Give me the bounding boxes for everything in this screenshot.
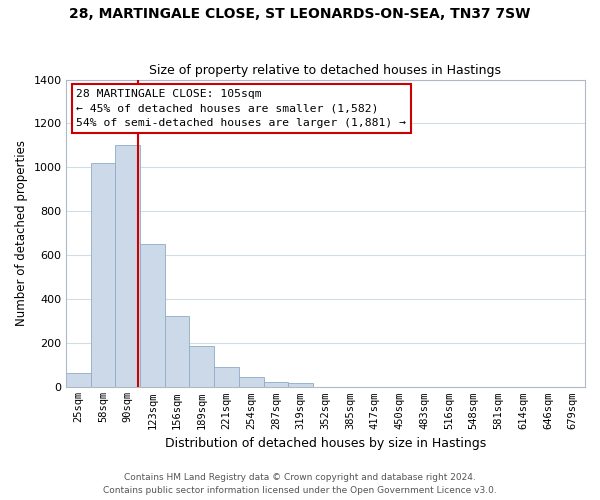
Text: 28 MARTINGALE CLOSE: 105sqm
← 45% of detached houses are smaller (1,582)
54% of : 28 MARTINGALE CLOSE: 105sqm ← 45% of det… bbox=[76, 89, 406, 128]
Bar bbox=[91, 163, 115, 387]
Bar bbox=[289, 382, 313, 387]
Text: Contains HM Land Registry data © Crown copyright and database right 2024.
Contai: Contains HM Land Registry data © Crown c… bbox=[103, 474, 497, 495]
Bar bbox=[66, 372, 91, 387]
Y-axis label: Number of detached properties: Number of detached properties bbox=[15, 140, 28, 326]
Bar bbox=[140, 244, 165, 387]
Bar bbox=[165, 316, 190, 387]
Bar bbox=[214, 367, 239, 387]
Text: 28, MARTINGALE CLOSE, ST LEONARDS-ON-SEA, TN37 7SW: 28, MARTINGALE CLOSE, ST LEONARDS-ON-SEA… bbox=[70, 8, 530, 22]
Title: Size of property relative to detached houses in Hastings: Size of property relative to detached ho… bbox=[149, 64, 502, 77]
Bar bbox=[190, 346, 214, 387]
X-axis label: Distribution of detached houses by size in Hastings: Distribution of detached houses by size … bbox=[165, 437, 486, 450]
Bar bbox=[115, 146, 140, 387]
Bar bbox=[239, 376, 263, 387]
Bar bbox=[263, 382, 289, 387]
